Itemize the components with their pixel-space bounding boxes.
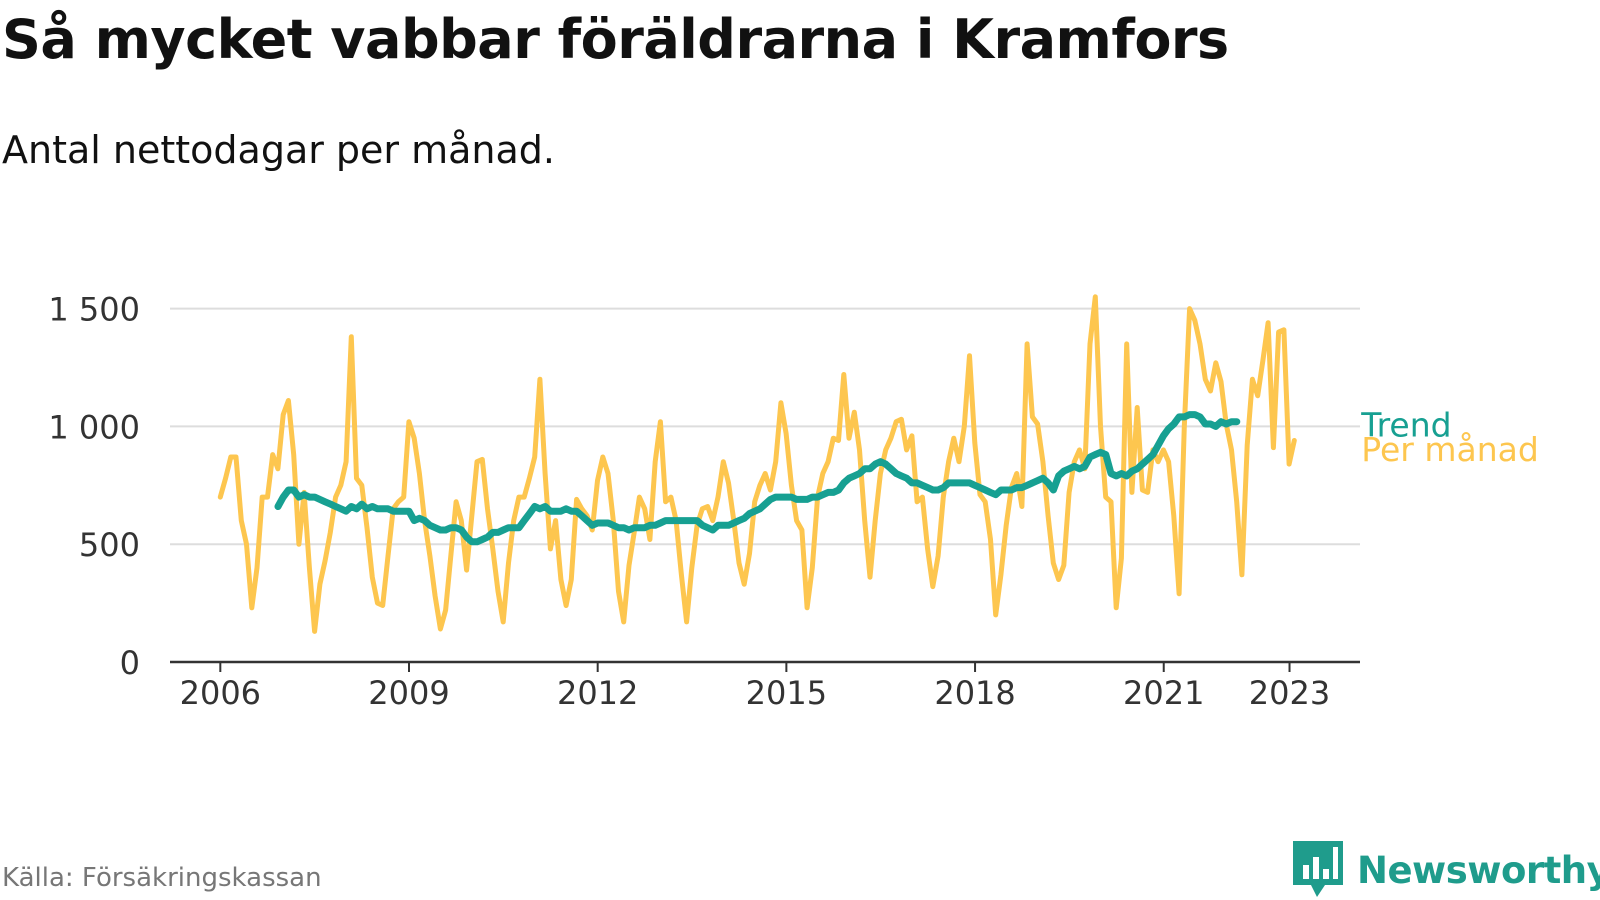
bar-chart-speech-bubble-icon bbox=[1293, 841, 1343, 897]
series-lines bbox=[217, 294, 1297, 634]
y-tick-label: 0 bbox=[120, 644, 140, 682]
x-tick-label: 2009 bbox=[368, 674, 449, 712]
x-tick-label: 2015 bbox=[746, 674, 827, 712]
brand-logo: Newsworthy bbox=[1293, 840, 1600, 900]
y-axis: 0 500 1 000 1 500 bbox=[48, 291, 140, 682]
x-axis: 2006 2009 2012 2015 2018 2021 2023 bbox=[170, 660, 1360, 712]
x-tick-label: 2023 bbox=[1249, 674, 1330, 712]
source-note: Källa: Försäkringskassan bbox=[2, 863, 322, 893]
monthly-line bbox=[217, 294, 1297, 634]
brand-name: Newsworthy bbox=[1357, 848, 1600, 892]
trend-line bbox=[274, 411, 1241, 546]
y-tick-label: 1 000 bbox=[48, 408, 140, 446]
x-tick-label: 2012 bbox=[557, 674, 638, 712]
chart-subtitle: Antal nettodagar per månad. bbox=[2, 128, 556, 172]
chart-title: Så mycket vabbar föräldrarna i Kramfors bbox=[2, 8, 1229, 71]
x-tick-label: 2018 bbox=[934, 674, 1015, 712]
monthly-label: Per månad bbox=[1361, 430, 1539, 469]
trend-label: Trend bbox=[1360, 405, 1451, 444]
x-tick-label: 2006 bbox=[180, 674, 261, 712]
y-tick-label: 1 500 bbox=[48, 291, 140, 329]
y-tick-label: 500 bbox=[79, 526, 140, 564]
x-tick-label: 2021 bbox=[1123, 674, 1204, 712]
